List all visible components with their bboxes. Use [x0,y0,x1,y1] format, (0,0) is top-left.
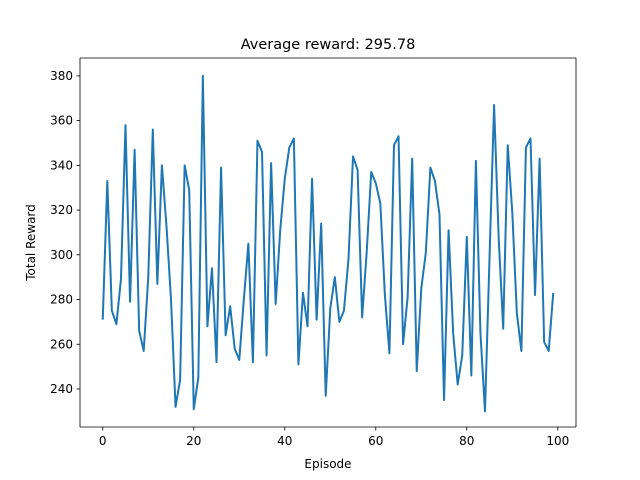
y-tick-label: 300 [50,248,73,262]
y-tick-label: 260 [50,337,73,351]
x-tick-label: 0 [99,434,107,448]
y-axis-ticks: 240 260 280 300 320 340 360 380 [50,69,80,396]
x-tick-label: 100 [546,434,569,448]
x-tick-label: 80 [459,434,474,448]
chart-title: Average reward: 295.78 [241,37,416,53]
y-tick-label: 360 [50,114,73,128]
y-axis-title: Total Reward [24,204,38,282]
y-tick-label: 280 [50,293,73,307]
y-tick-label: 320 [50,203,73,217]
series-layer [101,74,555,413]
reward-series-line [101,74,555,413]
y-tick-label: 380 [50,69,73,83]
x-tick-label: 20 [186,434,201,448]
x-axis-ticks: 0 20 40 60 80 100 [99,427,569,448]
axes-frame [79,57,577,428]
y-tick-label: 340 [50,158,73,172]
x-tick-label: 40 [277,434,292,448]
y-tick-label: 240 [50,382,73,396]
x-tick-label: 60 [368,434,383,448]
plot-area [80,58,576,427]
x-axis-title: Episode [304,457,351,471]
